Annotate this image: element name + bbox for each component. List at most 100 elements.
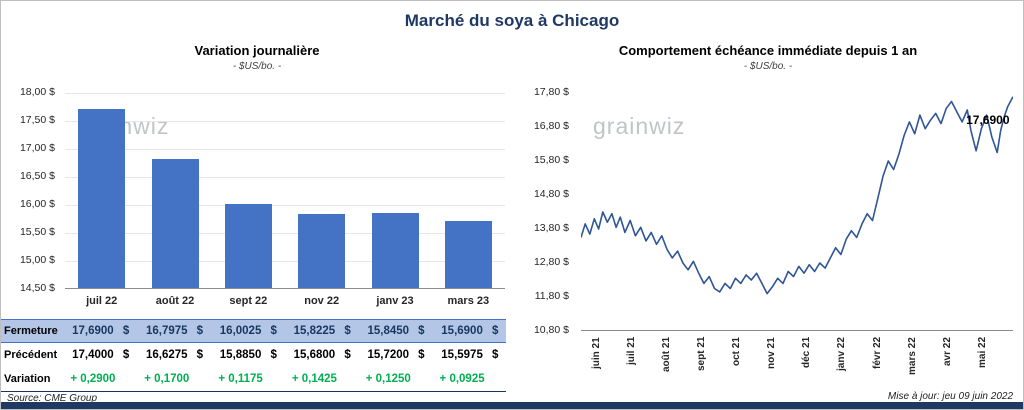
table-cell: 16,6275 $ — [137, 349, 211, 361]
line-chart-subtitle: - $US/bo. - — [743, 61, 793, 72]
y-axis-tick-label: 15,80 $ — [533, 154, 569, 166]
cell-value: 17,4000 — [72, 349, 114, 361]
x-axis-month-label: nov 21 — [766, 337, 778, 369]
x-axis-category-label: juil 22 — [86, 295, 118, 307]
y-axis-tick-label: 14,50 $ — [19, 282, 55, 294]
table-cell: 15,8850 $ — [211, 349, 285, 361]
price-table: Fermeture 17,6900 $16,7975 $16,0025 $15,8225… — [1, 319, 506, 392]
y-axis-tick-label: 12,80 $ — [533, 256, 569, 268]
bar — [444, 221, 492, 288]
row-label: Fermeture — [4, 325, 58, 337]
x-axis-month-label: déc 21 — [801, 337, 813, 369]
y-axis-tick-label: 17,00 $ — [19, 142, 55, 154]
x-axis-month-label: sept 21 — [695, 337, 707, 372]
y-axis-tick-label: 15,50 $ — [19, 226, 55, 238]
table-cell: + 0,0925 — [432, 373, 506, 385]
x-axis-month-label: janv 22 — [836, 337, 848, 371]
gridline — [65, 149, 505, 150]
line-chart-plot: 17,6900 grainwiz — [581, 93, 1013, 331]
cell-value: 15,8850 — [219, 349, 262, 361]
cell-value: + 0,1425 — [291, 373, 337, 385]
x-axis-month-label: août 21 — [660, 337, 672, 373]
one-year-trend-panel: Comportement échéance immédiate depuis 1… — [513, 37, 1023, 409]
line-chart-y-axis: 17,80 $ 16,80 $ 15,80 $ 14,80 $ 13,80 $ 12,80… — [513, 86, 575, 336]
bar — [151, 159, 199, 288]
table-cell: 15,8450 $ — [358, 325, 432, 337]
currency-symbol: $ — [196, 325, 204, 337]
bar — [224, 203, 272, 288]
currency-symbol: $ — [492, 349, 499, 361]
line-chart-title: Comportement échéance immédiate depuis 1… — [618, 43, 918, 58]
gridline — [65, 93, 505, 94]
currency-symbol: $ — [344, 349, 351, 361]
x-axis-month-label: mai 22 — [976, 337, 988, 369]
row-label: Précédent — [4, 349, 58, 361]
currency-symbol: $ — [122, 325, 130, 337]
row-label: Variation — [4, 373, 51, 385]
cell-value: 15,8225 — [293, 325, 336, 337]
x-axis-month-label: juil 21 — [625, 337, 637, 366]
bar-chart-x-axis: juil 22 août 22 sept 22 nov 22 janv 23 mars 2… — [65, 295, 505, 307]
x-axis-line — [65, 288, 505, 289]
gridline — [65, 177, 505, 178]
table-row: Variation + 0,2900 + 0,1700 + 0,1175 + 0,142… — [1, 367, 506, 391]
source-note: Source: CME Group — [7, 393, 98, 404]
currency-symbol: $ — [196, 349, 204, 361]
table-cell: + 0,1250 — [358, 373, 432, 385]
table-row: Précédent 17,4000 $16,6275 $15,8850 $15,6800… — [1, 343, 506, 367]
x-axis-month-label: févr 22 — [871, 337, 883, 370]
cell-value: 15,7200 — [367, 349, 410, 361]
y-axis-tick-label: 18,00 $ — [19, 86, 55, 98]
line-chart-svg: 17,6900 — [581, 96, 1013, 331]
y-axis-tick-label: 16,80 $ — [533, 120, 569, 132]
cell-value: 16,0025 — [219, 325, 262, 337]
update-note: Mise à jour: jeu 09 juin 2022 — [887, 391, 1013, 402]
x-axis-category-label: sept 22 — [229, 295, 268, 307]
cell-value: 16,6275 — [145, 349, 188, 361]
x-axis-month-label: avr 22 — [941, 337, 953, 366]
line-chart-x-axis: juin 21 juil 21 août 21 sept 21 oct 21 nov 21… — [581, 337, 1013, 393]
last-price-annotation: 17,6900 — [966, 113, 1010, 127]
table-cell: 17,4000 $ — [63, 349, 137, 361]
y-axis-tick-label: 17,50 $ — [19, 114, 55, 126]
x-axis-month-label: juin 21 — [590, 337, 602, 369]
table-cell: + 0,1425 — [285, 373, 359, 385]
table-cell: 15,5975 $ — [432, 349, 506, 361]
y-axis-tick-label: 16,00 $ — [19, 198, 55, 210]
page-title: Marché du soya à Chicago — [404, 11, 620, 30]
gridline — [65, 261, 505, 262]
x-axis-category-label: mars 23 — [447, 295, 490, 307]
bar — [298, 213, 346, 288]
table-cell: + 0,1700 — [137, 373, 211, 385]
table-cell: + 0,1175 — [211, 373, 285, 385]
table-cell: 15,8225 $ — [285, 325, 359, 337]
bar-chart-subtitle: - $US/bo. - — [232, 61, 282, 72]
gridline — [65, 121, 505, 122]
x-axis-month-label: oct 21 — [731, 337, 742, 366]
currency-symbol: $ — [418, 325, 425, 337]
currency-symbol: $ — [270, 325, 277, 337]
y-axis-tick-label: 15,00 $ — [19, 254, 55, 266]
cell-value: + 0,1250 — [365, 373, 411, 385]
table-row: Fermeture 17,6900 $16,7975 $16,0025 $15,8225… — [1, 319, 506, 343]
y-axis-tick-label: 11,80 $ — [534, 290, 569, 302]
bar-chart-y-axis: 18,00 $ 17,50 $ 17,00 $ 16,50 $ 16,00 $ 15,50… — [1, 86, 61, 294]
y-axis-tick-label: 14,80 $ — [533, 188, 569, 200]
price-line — [581, 96, 1013, 295]
x-axis-month-label: mars 22 — [906, 337, 918, 375]
currency-symbol: $ — [122, 349, 130, 361]
bar — [371, 212, 419, 288]
bar-chart-title: Variation journalière — [194, 43, 320, 58]
cell-value: + 0,1175 — [218, 373, 263, 385]
x-axis-category-label: nov 22 — [304, 295, 340, 307]
y-axis-tick-label: 16,50 $ — [19, 170, 55, 182]
cell-value: 15,6800 — [293, 349, 336, 361]
x-axis-category-label: janv 23 — [376, 295, 414, 307]
cell-value: + 0,2900 — [70, 373, 116, 385]
cell-value: 15,5975 — [441, 349, 483, 361]
cell-value: 16,7975 — [145, 325, 188, 337]
table-cell: 16,0025 $ — [211, 325, 285, 337]
bottom-accent-bar — [1, 402, 1023, 409]
currency-symbol: $ — [344, 325, 351, 337]
cell-value: + 0,1700 — [144, 373, 190, 385]
